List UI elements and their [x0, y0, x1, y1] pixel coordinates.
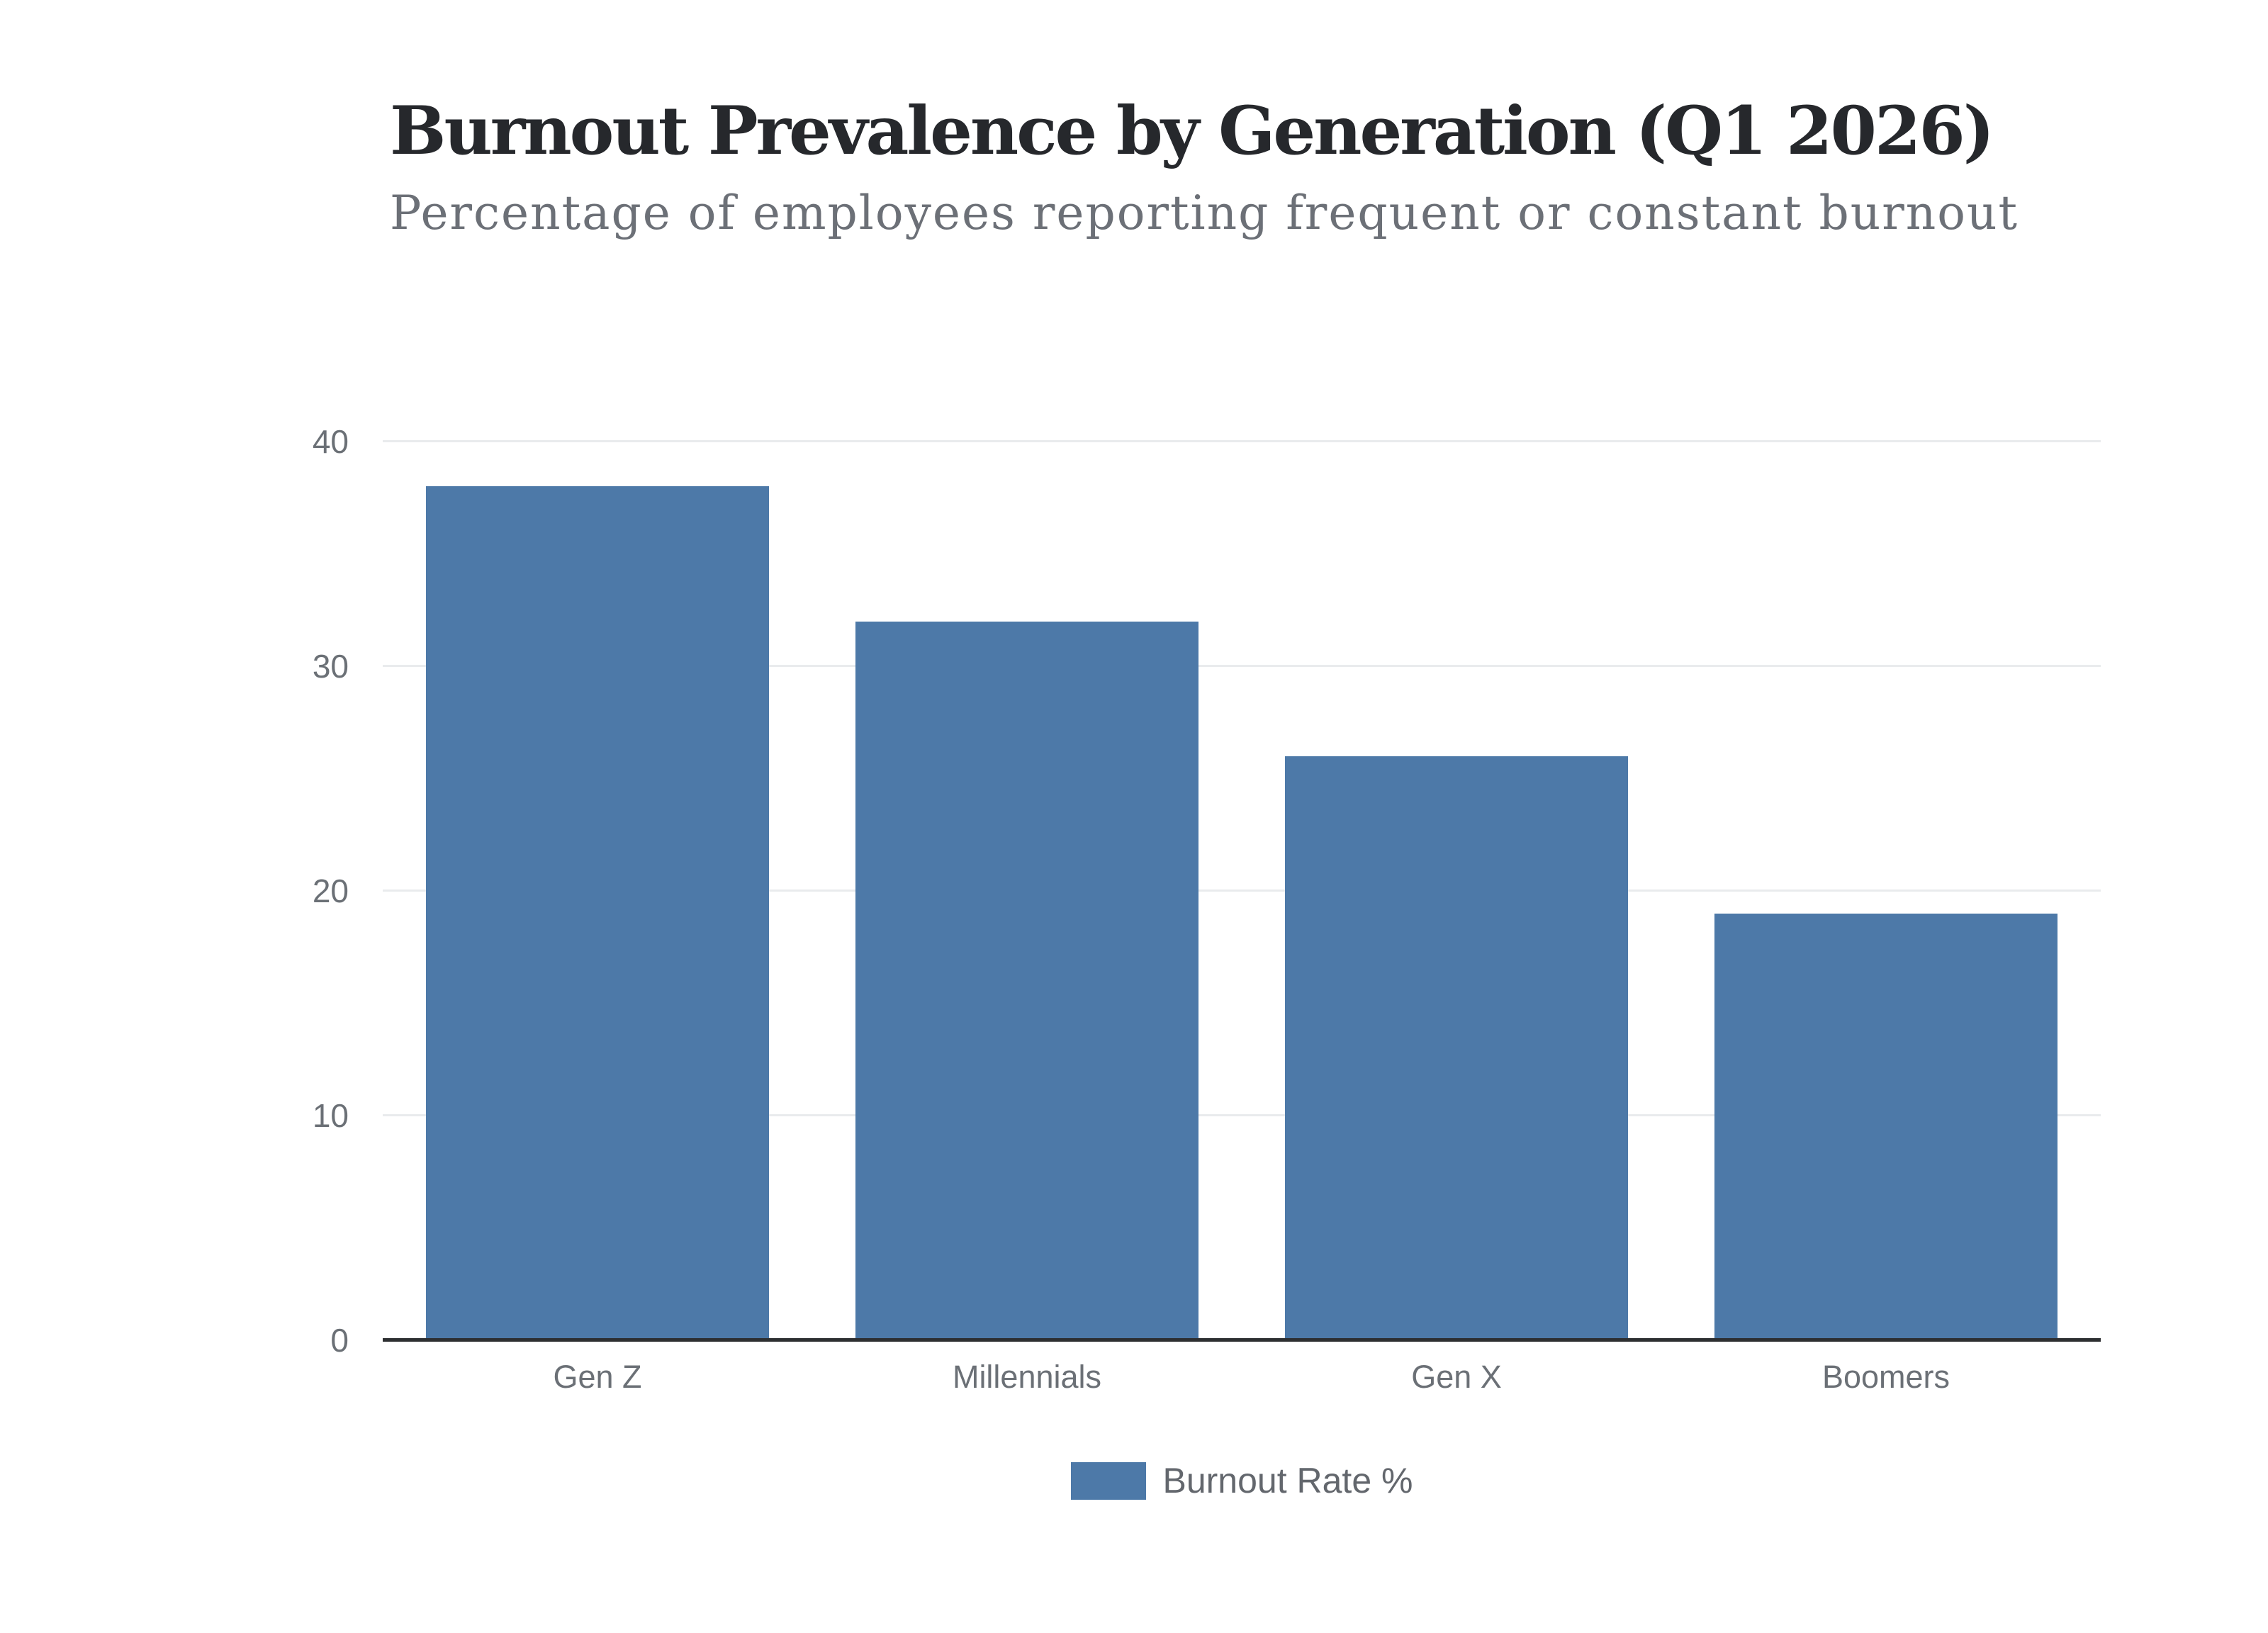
x-label-millennials: Millennials: [952, 1359, 1102, 1395]
chart-title: Burnout Prevalence by Generation (Q1 202…: [390, 92, 1994, 170]
bar-gen-z: [425, 486, 770, 1340]
bar-slot-gen-x: [1242, 442, 1671, 1340]
bar-boomers: [1714, 913, 2058, 1340]
chart-subtitle: Percentage of employees reporting freque…: [390, 186, 2019, 240]
gridline-30: [383, 665, 2101, 667]
x-label-gen-x: Gen X: [1411, 1359, 1502, 1395]
x-label-gen-z: Gen Z: [553, 1359, 642, 1395]
legend[interactable]: Burnout Rate %: [383, 1461, 2101, 1500]
bar-slot-gen-z: [383, 442, 812, 1340]
bar-slot-millennials: [812, 442, 1242, 1340]
gridline-20: [383, 890, 2101, 892]
gridline-10: [383, 1114, 2101, 1116]
y-tick-label-20: 20: [312, 872, 349, 909]
y-tick-label-40: 40: [312, 423, 349, 460]
legend-swatch: [1070, 1462, 1146, 1500]
x-axis-line: [383, 1338, 2101, 1342]
x-label-boomers: Boomers: [1821, 1359, 1950, 1395]
gridlines-layer: [383, 440, 2101, 1340]
bar-slot-boomers: [1671, 442, 2101, 1340]
x-axis-category-labels: Gen Z Millennials Gen X Boomers: [383, 1358, 2101, 1396]
y-tick-label-30: 30: [312, 648, 349, 685]
gridline-40: [383, 440, 2101, 442]
bar-gen-x: [1284, 756, 1629, 1340]
y-tick-label-10: 10: [312, 1097, 349, 1134]
bars-layer: [383, 442, 2101, 1340]
legend-label: Burnout Rate %: [1162, 1461, 1413, 1500]
bar-millennials: [855, 621, 1199, 1340]
plot-area: [383, 440, 2101, 1342]
y-tick-label-0: 0: [330, 1322, 349, 1359]
